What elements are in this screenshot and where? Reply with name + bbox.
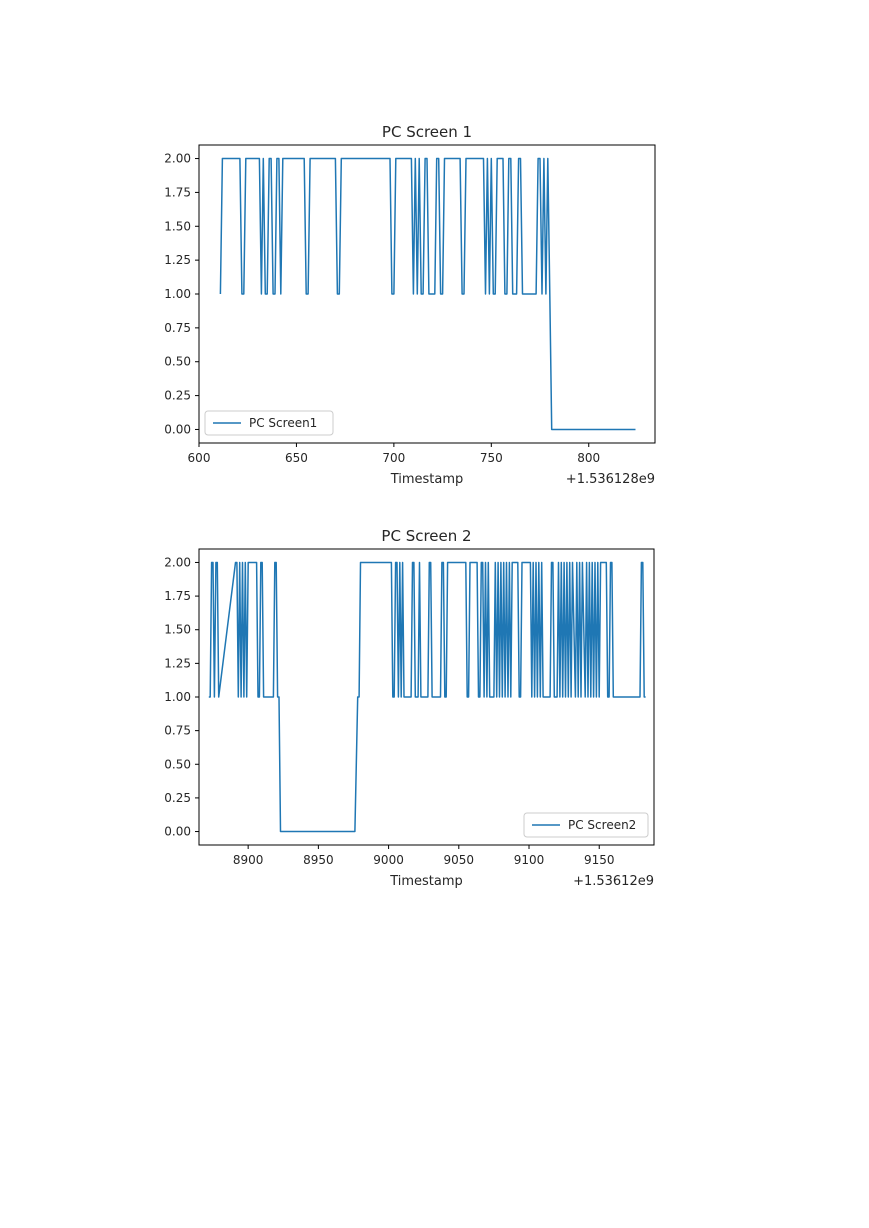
chart2-xtick-label-1: 8950: [303, 853, 334, 867]
chart1-ytick-label-3: 0.75: [164, 321, 191, 335]
chart2-legend-box: [523, 812, 649, 838]
chart2-xtick-label-0: 8900: [233, 853, 264, 867]
chart2-series-line-1: [208, 561, 646, 833]
chart2-ytick-label-0: 0.00: [164, 825, 191, 839]
chart1-xtick-label-0: 600: [188, 451, 211, 465]
chart1-xtick-label-1: 650: [285, 451, 308, 465]
chart2-title: PC Screen 2: [381, 527, 471, 545]
chart2-ytick-label-3: 0.75: [164, 724, 191, 738]
chart1-title: PC Screen 1: [382, 123, 472, 141]
chart2-legend-label: PC Screen2: [568, 818, 636, 832]
chart1-x-offset-label: +1.536128e9: [566, 472, 655, 487]
chart2-xtick-label-2: 9000: [373, 853, 404, 867]
chart1-ytick-label-0: 0.00: [164, 422, 191, 436]
chart2-ytick-label-6: 1.50: [164, 623, 191, 637]
chart1-xtick-label-4: 800: [577, 451, 600, 465]
chart2-ytick-label-1: 0.25: [164, 791, 191, 805]
chart2-ytick-label-5: 1.25: [164, 656, 191, 670]
chart1-legend-box: [204, 410, 334, 436]
chart2-xtick-label-3: 9050: [444, 853, 475, 867]
chart1-ytick-label-8: 2.00: [164, 152, 191, 166]
chart1-ytick-label-7: 1.75: [164, 185, 191, 199]
chart2-ytick-label-4: 1.00: [164, 690, 191, 704]
chart1-xtick-label-3: 750: [480, 451, 503, 465]
chart1-x-axis-label: Timestamp: [390, 472, 464, 487]
chart1-ytick-label-1: 0.25: [164, 389, 191, 403]
chart2-ytick-label-2: 0.50: [164, 757, 191, 771]
chart1-series-line-1: [219, 157, 636, 431]
chart2-x-offset-label: +1.53612e9: [573, 874, 654, 889]
chart1-ytick-label-5: 1.25: [164, 253, 191, 267]
chart1-ytick-label-6: 1.50: [164, 219, 191, 233]
chart2-x-axis-label: Timestamp: [389, 874, 463, 889]
chart1-ytick-label-2: 0.50: [164, 355, 191, 369]
chart1-legend-label: PC Screen1: [249, 416, 317, 430]
chart2-ytick-label-7: 1.75: [164, 589, 191, 603]
chart2-xtick-label-5: 9150: [584, 853, 615, 867]
chart2-xtick-label-4: 9100: [514, 853, 545, 867]
chart1-xtick-label-2: 700: [382, 451, 405, 465]
chart1-ytick-label-4: 1.00: [164, 287, 191, 301]
chart2-ytick-label-8: 2.00: [164, 555, 191, 569]
